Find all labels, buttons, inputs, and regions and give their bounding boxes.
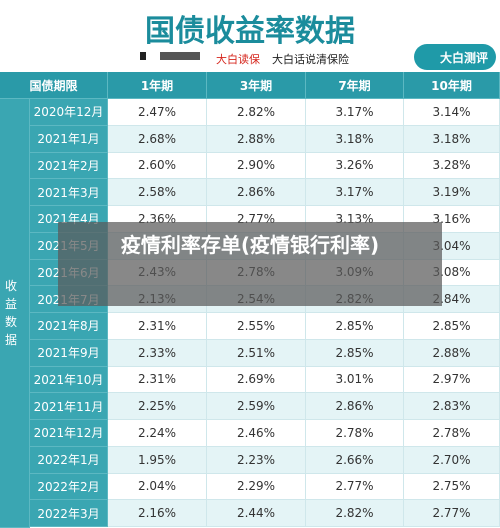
brand: 大白读保 — [216, 53, 260, 66]
table-cell: 2.85% — [404, 313, 500, 340]
group-label: 收益数据 — [0, 99, 30, 528]
table-cell: 2.88% — [207, 125, 306, 153]
table-cell: 2.29% — [207, 473, 306, 501]
table-cell: 2.78% — [404, 420, 500, 447]
table-cell: 2.75% — [404, 473, 500, 501]
table-cell: 2.51% — [207, 339, 306, 367]
table-cell: 2.55% — [207, 313, 306, 340]
column-header: 3年期 — [207, 72, 306, 99]
table-cell: 2.66% — [306, 446, 404, 474]
column-header: 国债期限 — [0, 72, 108, 99]
table-cell: 2.88% — [404, 339, 500, 367]
table-cell: 2.44% — [207, 500, 306, 527]
table-cell: 2.82% — [207, 99, 306, 126]
table-cell: 2.04% — [108, 473, 207, 501]
table-cell: 2.85% — [306, 313, 404, 340]
table-cell: 2.23% — [207, 446, 306, 474]
table-cell: 2.97% — [404, 366, 500, 394]
table-cell: 2.86% — [207, 179, 306, 206]
table-cell: 3.17% — [306, 179, 404, 206]
table-cell: 2.86% — [306, 393, 404, 420]
dot — [140, 52, 146, 60]
table-cell: 3.01% — [306, 366, 404, 394]
table-cell: 2.83% — [404, 393, 500, 420]
table-cell: 1.95% — [108, 446, 207, 474]
title: 国债收益率数据 — [145, 14, 355, 49]
row-label: 2021年10月 — [30, 366, 108, 394]
table-cell: 3.19% — [404, 179, 500, 206]
table-cell: 2.77% — [404, 500, 500, 527]
column-header: 1年期 — [108, 72, 207, 99]
table-cell: 2.33% — [108, 339, 207, 367]
table-cell: 2.70% — [404, 446, 500, 474]
table-cell: 2.24% — [108, 420, 207, 447]
table-cell: 2.31% — [108, 366, 207, 394]
blur — [160, 52, 200, 60]
table-cell: 3.18% — [404, 125, 500, 153]
overlay-text: 疫情利率存单(疫情银行利率) — [58, 222, 442, 306]
row-label: 2021年9月 — [30, 339, 108, 367]
column-header: 7年期 — [306, 72, 404, 99]
table-cell: 2.69% — [207, 366, 306, 394]
row-label: 2021年2月 — [30, 152, 108, 180]
column-header: 10年期 — [404, 72, 500, 99]
table-cell: 3.28% — [404, 152, 500, 180]
table-cell: 2.78% — [306, 420, 404, 447]
row-label: 2020年12月 — [30, 99, 108, 126]
row-label: 2021年8月 — [30, 313, 108, 340]
table-cell: 2.46% — [207, 420, 306, 447]
slogan: 大白话说清保险 — [272, 53, 349, 66]
table-cell: 2.47% — [108, 99, 207, 126]
table-cell: 3.26% — [306, 152, 404, 180]
table-cell: 2.82% — [306, 500, 404, 527]
table-cell: 2.31% — [108, 313, 207, 340]
table-cell: 2.60% — [108, 152, 207, 180]
row-label: 2022年2月 — [30, 473, 108, 501]
table-cell: 2.16% — [108, 500, 207, 527]
row-label: 2022年3月 — [30, 500, 108, 527]
table-cell: 2.59% — [207, 393, 306, 420]
table-cell: 3.17% — [306, 99, 404, 126]
table-cell: 2.58% — [108, 179, 207, 206]
table-cell: 2.77% — [306, 473, 404, 501]
table-cell: 2.90% — [207, 152, 306, 180]
row-label: 2021年11月 — [30, 393, 108, 420]
row-label: 2022年1月 — [30, 446, 108, 474]
table-cell: 2.85% — [306, 339, 404, 367]
table-cell: 3.18% — [306, 125, 404, 153]
table-cell: 2.68% — [108, 125, 207, 153]
table-cell: 3.14% — [404, 99, 500, 126]
logo: 大白测评 — [414, 44, 496, 70]
row-label: 2021年12月 — [30, 420, 108, 447]
row-label: 2021年3月 — [30, 179, 108, 206]
row-label: 2021年1月 — [30, 125, 108, 153]
table-cell: 2.25% — [108, 393, 207, 420]
